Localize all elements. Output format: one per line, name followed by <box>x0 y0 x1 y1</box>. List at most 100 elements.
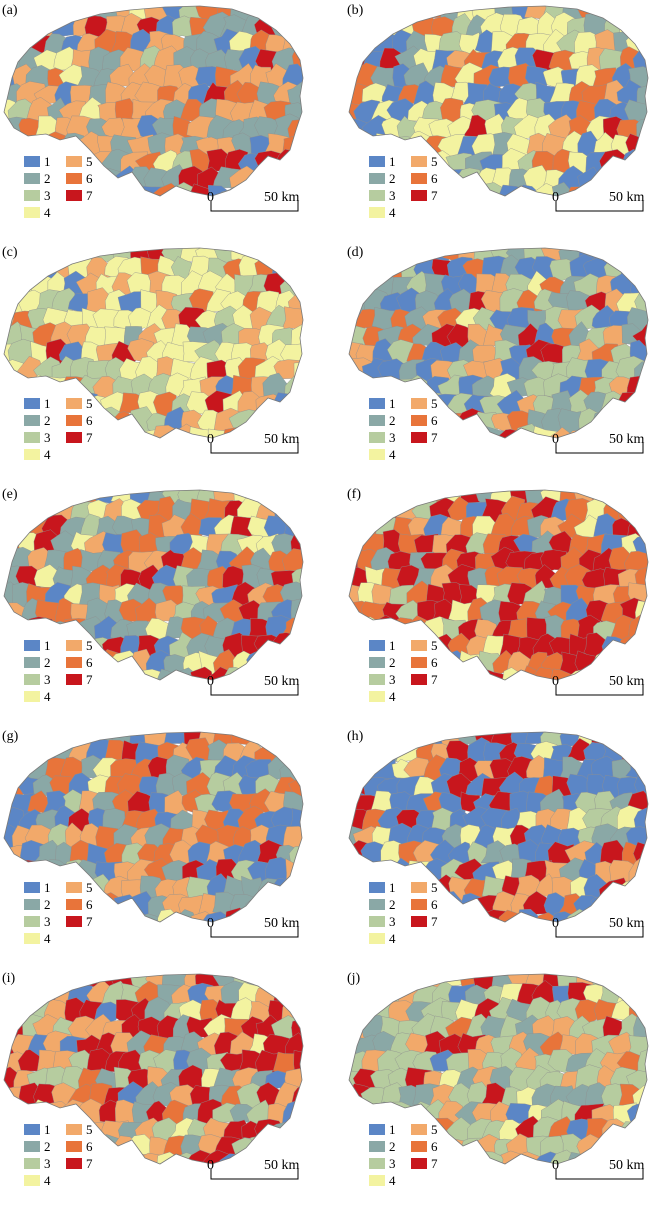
scale-distance-label: 50 km <box>609 1158 645 1173</box>
legend: 1 2 3 4 5 6 7 <box>369 154 438 220</box>
panel-label: (b) <box>347 3 364 18</box>
legend-swatch <box>24 415 40 426</box>
legend-swatch <box>24 1158 40 1169</box>
district <box>447 668 478 680</box>
district <box>355 862 378 884</box>
panel-label: (c) <box>2 245 18 260</box>
district <box>4 272 22 301</box>
district <box>349 391 374 415</box>
panel-label: (h) <box>347 729 364 744</box>
district <box>237 669 267 680</box>
district <box>349 14 376 39</box>
district <box>468 910 491 922</box>
district <box>266 651 294 677</box>
legend-label: 5 <box>431 1122 438 1137</box>
district <box>45 490 71 507</box>
legend-label: 1 <box>389 396 396 411</box>
district <box>25 732 52 749</box>
district <box>4 1149 29 1164</box>
legend-swatch <box>369 207 385 218</box>
legend-label: 4 <box>44 447 51 462</box>
district <box>282 732 303 750</box>
district <box>362 14 389 37</box>
district <box>349 131 368 160</box>
district <box>19 15 48 41</box>
district <box>548 668 577 680</box>
district <box>366 741 389 766</box>
legend-label: 5 <box>86 880 93 895</box>
legend-label: 1 <box>44 1122 51 1137</box>
district <box>219 1153 251 1164</box>
legend: 1 2 3 4 5 6 7 <box>369 396 438 462</box>
map-panel: (j) 1 2 3 4 5 6 7 0 50 km <box>347 971 649 1188</box>
legend-swatch <box>24 640 40 651</box>
district <box>4 407 22 437</box>
legend-swatch <box>24 1175 40 1186</box>
legend-label: 1 <box>389 880 396 895</box>
district <box>80 167 107 194</box>
legend-swatch <box>411 1141 427 1152</box>
district <box>62 248 87 264</box>
district <box>8 375 36 399</box>
district <box>356 377 385 400</box>
district <box>408 6 435 21</box>
legend-swatch <box>24 207 40 218</box>
district <box>624 99 648 126</box>
legend-swatch <box>369 882 385 893</box>
district <box>592 410 621 433</box>
district <box>4 257 25 281</box>
district <box>632 635 648 660</box>
district <box>349 515 365 542</box>
district <box>349 181 373 196</box>
district <box>387 974 417 990</box>
scale-bar-line <box>210 927 299 938</box>
district <box>4 28 21 57</box>
panel-label: (f) <box>347 487 361 502</box>
district <box>96 167 124 194</box>
district <box>4 857 22 886</box>
legend-swatch <box>369 691 385 702</box>
district <box>567 186 594 196</box>
legend-label: 4 <box>44 205 51 220</box>
district <box>25 134 56 159</box>
legend-swatch <box>411 398 427 409</box>
legend: 1 2 3 4 5 6 7 <box>24 154 93 220</box>
legend-label: 6 <box>86 171 93 186</box>
district <box>285 858 303 883</box>
scale-distance-label: 50 km <box>609 190 645 205</box>
scale-bar: 0 50 km <box>552 674 645 696</box>
district <box>586 913 611 922</box>
legend-label: 3 <box>44 914 51 929</box>
legend-label: 1 <box>44 396 51 411</box>
legend-swatch <box>369 933 385 944</box>
district <box>280 6 303 24</box>
district <box>289 393 303 418</box>
legend-swatch <box>411 1158 427 1169</box>
legend-label: 2 <box>44 655 51 670</box>
district <box>254 1118 284 1143</box>
district <box>609 1137 637 1159</box>
legend-label: 3 <box>44 1156 51 1171</box>
region-outline <box>3 731 304 923</box>
district <box>37 428 65 438</box>
scale-bar-line <box>555 927 644 938</box>
legend-label: 6 <box>431 655 438 670</box>
scale-zero-label: 0 <box>207 674 214 689</box>
district <box>633 500 648 523</box>
legend-swatch <box>411 916 427 927</box>
district <box>264 732 295 746</box>
district <box>4 649 21 677</box>
district <box>633 15 648 38</box>
district <box>290 633 303 661</box>
legend-label: 4 <box>44 689 51 704</box>
district <box>283 409 303 434</box>
region-outline <box>3 5 304 197</box>
district <box>349 1099 365 1126</box>
legend-label: 1 <box>44 154 51 169</box>
district <box>370 6 401 25</box>
district <box>4 499 29 526</box>
legend-swatch <box>411 190 427 201</box>
district <box>633 981 648 1010</box>
district <box>17 258 46 281</box>
